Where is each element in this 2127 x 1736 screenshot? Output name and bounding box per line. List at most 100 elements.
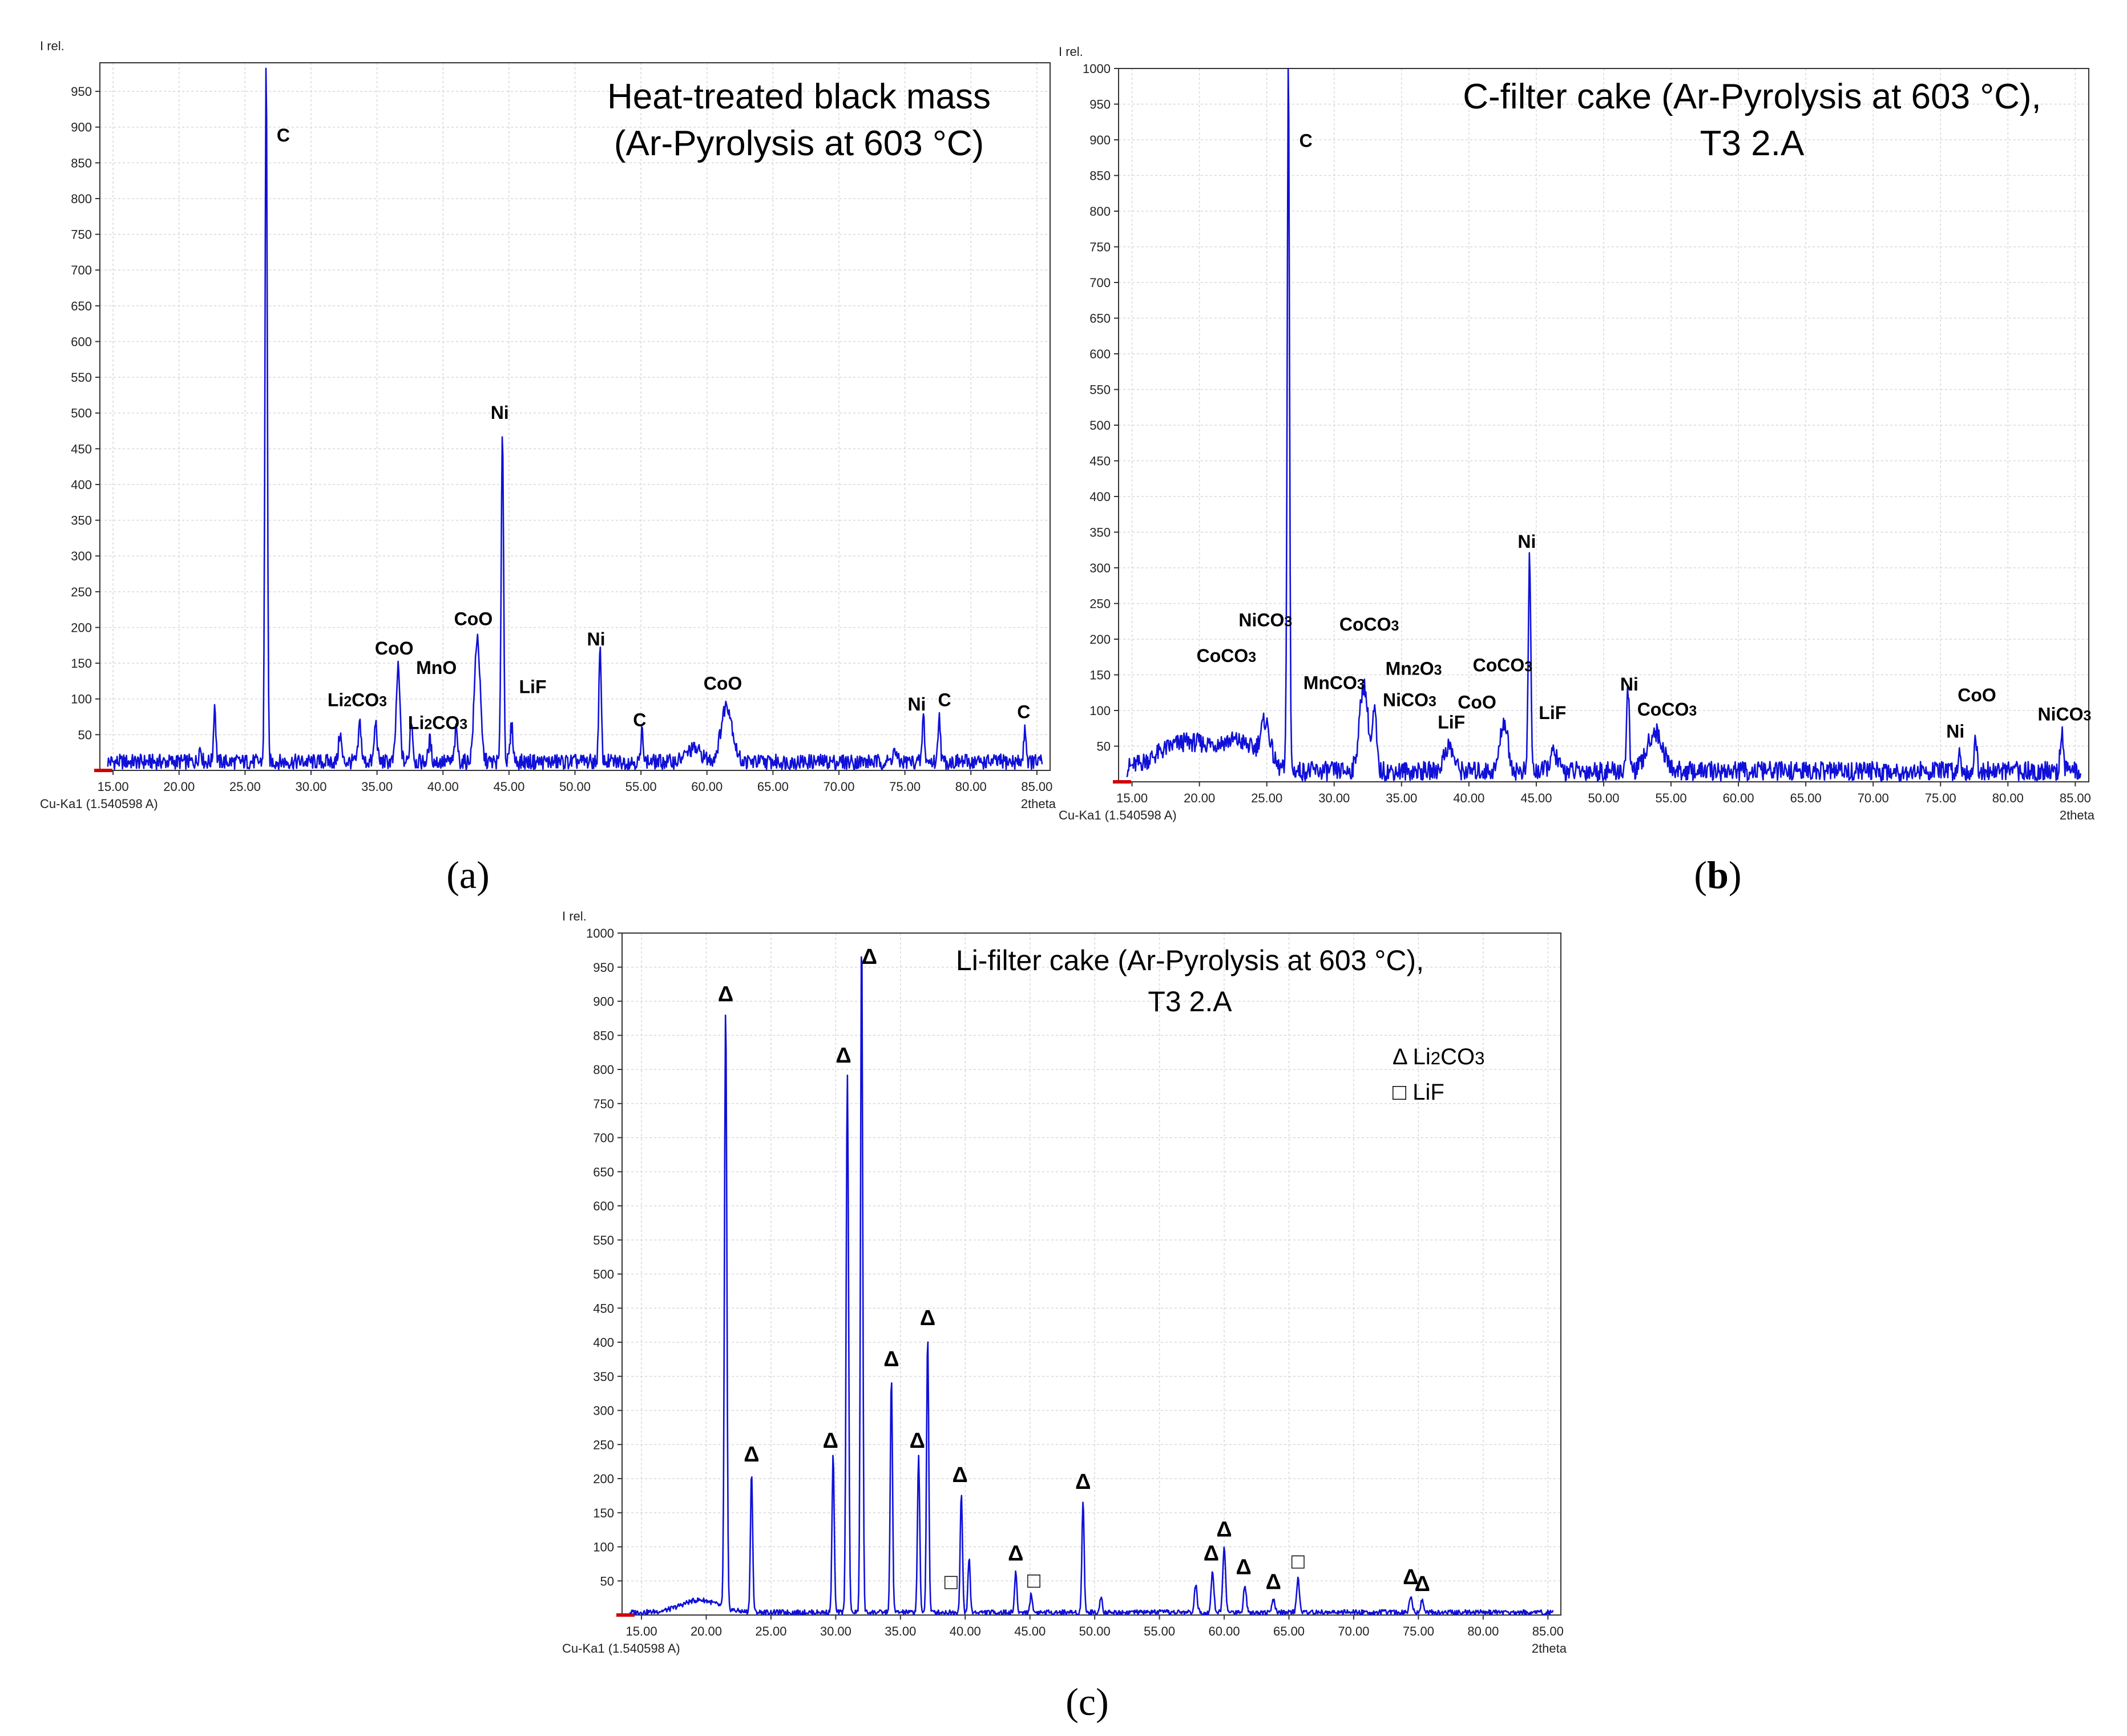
x-tick-label: 25.00 — [755, 1624, 786, 1638]
phase-marker: Δ — [1075, 1470, 1091, 1494]
x-tick-label: 55.00 — [1144, 1624, 1175, 1638]
x-tick-label: 65.00 — [757, 780, 789, 794]
y-tick-label: 850 — [1089, 169, 1111, 183]
peak-label: CoO — [375, 638, 414, 659]
y-tick-label: 250 — [593, 1438, 614, 1452]
x-tick-label: 75.00 — [1925, 791, 1956, 805]
peak-label: C — [277, 125, 290, 146]
x-tick-label: 80.00 — [1467, 1624, 1499, 1638]
y-tick-label: 950 — [593, 960, 614, 975]
y-tick-label: 1000 — [586, 926, 614, 940]
phase-marker: Δ — [1216, 1518, 1232, 1542]
y-tick-label: 250 — [1089, 597, 1111, 611]
peak-label: NiCO3 — [1238, 610, 1292, 631]
x-tick-label: 60.00 — [1723, 791, 1754, 805]
y-tick-label: 650 — [593, 1165, 614, 1179]
chart-title-line: T3 2.A — [1700, 124, 1805, 163]
xrd-pattern-line — [629, 956, 1554, 1616]
caption-a: (a) — [446, 853, 490, 897]
y-tick-label: 550 — [593, 1233, 614, 1248]
peak-label: Ni — [1517, 531, 1536, 552]
y-tick-label: 500 — [71, 406, 92, 421]
phase-marker: Δ — [1008, 1541, 1023, 1565]
peak-label: CoO — [454, 609, 493, 629]
chart-title-line: Heat-treated black mass — [607, 77, 991, 116]
y-tick-label: 100 — [71, 692, 92, 706]
plot-frame — [621, 932, 1561, 1616]
y-tick-label: 500 — [593, 1267, 614, 1282]
y-tick-label: 400 — [71, 478, 92, 492]
phase-marker: Δ — [952, 1463, 968, 1487]
phase-marker: □ — [1027, 1569, 1040, 1593]
x-tick-label: 60.00 — [691, 780, 723, 794]
x-tick-label: 70.00 — [823, 780, 854, 794]
legend-item: □ LiF — [1393, 1080, 1444, 1105]
y-tick-label: 900 — [593, 995, 614, 1009]
peak-label: LiF — [519, 677, 547, 697]
peak-label: LiF — [1539, 703, 1566, 723]
gridlines — [100, 63, 1050, 770]
x-tick-label: 30.00 — [295, 780, 326, 794]
x-tick-label: 35.00 — [1386, 791, 1417, 805]
radiation-source-label: Cu-Ka1 (1.540598 A) — [562, 1641, 680, 1656]
peak-label: Ni — [907, 694, 926, 714]
xrd-pattern-line — [107, 67, 1043, 770]
chart-panel-a: 15.00 20.00 25.00 30.00 35.00 40.00 45.00 50.00… — [40, 39, 1056, 811]
peak-label: Ni — [587, 629, 606, 649]
y-tick-label: 900 — [1089, 133, 1111, 147]
y-tick-label: 700 — [71, 263, 92, 277]
x-axis-label: 2theta — [1021, 797, 1056, 811]
y-tick-label: 300 — [1089, 561, 1111, 575]
peak-label: NiCO3 — [1383, 690, 1436, 710]
y-tick-label: 600 — [1089, 347, 1111, 361]
y-tick-label: 650 — [71, 299, 92, 313]
x-tick-label: 80.00 — [1992, 791, 2024, 805]
x-tick-label: 20.00 — [691, 1624, 722, 1638]
y-tick-label: 50 — [1097, 740, 1111, 754]
chart-title-line: T3 2.A — [1148, 986, 1232, 1018]
y-tick-label: 1000 — [1083, 62, 1111, 76]
chart-title-line: (Ar-Pyrolysis at 603 °C) — [614, 124, 984, 163]
x-axis-label: 2theta — [2060, 808, 2095, 822]
chart-title-line: C-filter cake (Ar-Pyrolysis at 603 °C), — [1463, 77, 2041, 116]
x-tick-label: 50.00 — [1588, 791, 1619, 805]
y-tick-label: 450 — [1089, 454, 1111, 469]
x-tick-label: 70.00 — [1338, 1624, 1369, 1638]
caption-b: (b) — [1694, 853, 1741, 897]
phase-marker: Δ — [920, 1306, 935, 1330]
y-tick-label: 350 — [71, 514, 92, 528]
x-axis-label: 2theta — [1532, 1641, 1567, 1656]
peak-label: LiF — [1438, 712, 1465, 732]
y-tick-label: 100 — [1089, 704, 1111, 718]
y-tick-label: 150 — [71, 656, 92, 671]
phase-marker: Δ — [1236, 1555, 1251, 1579]
peak-label: C — [938, 689, 951, 710]
y-tick-label: 950 — [1089, 98, 1111, 112]
peak-label: Ni — [1620, 674, 1638, 695]
peak-label: C — [1017, 702, 1030, 722]
x-tick-label: 30.00 — [820, 1624, 851, 1638]
peak-label: Ni — [1946, 721, 1964, 742]
x-tick-label: 45.00 — [493, 780, 524, 794]
phase-marker: Δ — [862, 945, 877, 969]
y-tick-label: 850 — [593, 1028, 614, 1043]
x-tick-label: 55.00 — [625, 780, 657, 794]
peak-label: CoO — [1458, 692, 1496, 712]
x-tick-label: 70.00 — [1858, 791, 1889, 805]
phase-marker: □ — [945, 1571, 958, 1594]
x-tick-label: 45.00 — [1014, 1624, 1046, 1638]
phase-marker: Δ — [1415, 1572, 1430, 1596]
gridlines — [1119, 68, 2089, 782]
y-tick-label: 250 — [71, 585, 92, 599]
x-tick-label: 75.00 — [1403, 1624, 1434, 1638]
y-tick-label: 750 — [1089, 240, 1111, 255]
radiation-source-label: Cu-Ka1 (1.540598 A) — [40, 797, 158, 811]
y-tick-label: 750 — [71, 228, 92, 242]
peak-label: CoO — [1958, 685, 1996, 705]
phase-marker: □ — [1291, 1550, 1305, 1574]
phase-marker: Δ — [1266, 1571, 1281, 1594]
y-tick-label: 50 — [600, 1574, 614, 1588]
y-tick-label: 850 — [71, 156, 92, 170]
y-tick-label: 50 — [78, 728, 92, 742]
